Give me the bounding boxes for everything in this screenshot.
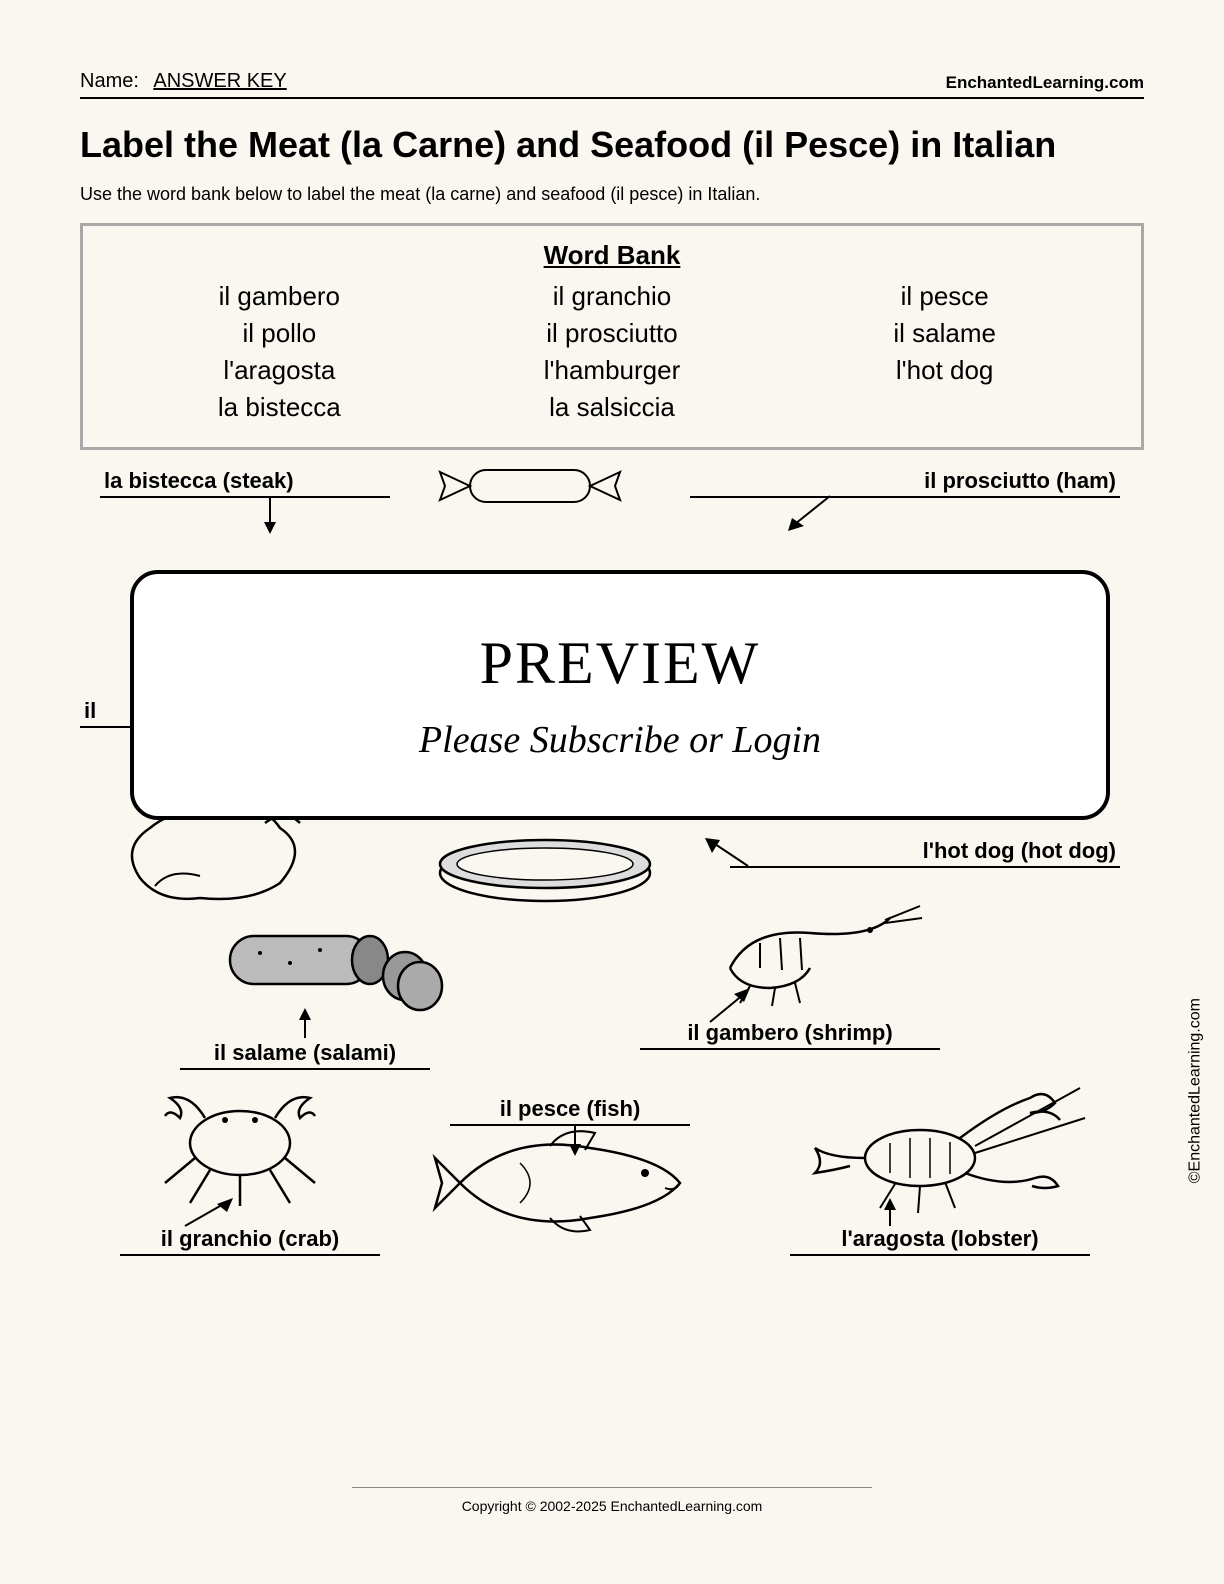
wb-item: il pollo bbox=[113, 318, 446, 349]
header-row: Name: ANSWER KEY EnchantedLearning.com bbox=[80, 70, 1144, 99]
word-bank: Word Bank il gambero il granchio il pesc… bbox=[80, 223, 1144, 450]
label-prosciutto: il prosciutto (ham) bbox=[690, 468, 1120, 498]
arrow-icon bbox=[700, 838, 760, 878]
wrapper-icon bbox=[420, 462, 640, 512]
wb-item: l'hot dog bbox=[778, 355, 1111, 386]
wb-item: il gambero bbox=[113, 281, 446, 312]
label-aragosta: l'aragosta (lobster) bbox=[790, 1226, 1090, 1256]
label-bistecca: la bistecca (steak) bbox=[100, 468, 390, 498]
wb-item: l'hamburger bbox=[446, 355, 779, 386]
label-salame: il salame (salami) bbox=[180, 1040, 430, 1070]
site-name: EnchantedLearning.com bbox=[946, 73, 1144, 93]
instructions: Use the word bank below to label the mea… bbox=[80, 184, 1144, 205]
footer-text: Copyright © 2002-2025 EnchantedLearning.… bbox=[462, 1498, 763, 1514]
page-title: Label the Meat (la Carne) and Seafood (i… bbox=[80, 121, 1144, 170]
word-bank-grid: il gambero il granchio il pesce il pollo… bbox=[113, 281, 1111, 423]
arrow-icon bbox=[560, 1124, 590, 1158]
salami-icon bbox=[210, 908, 450, 1018]
wb-item: l'aragosta bbox=[113, 355, 446, 386]
footer-divider bbox=[352, 1487, 872, 1488]
word-bank-title: Word Bank bbox=[113, 240, 1111, 271]
name-field: Name: ANSWER KEY bbox=[80, 70, 287, 93]
label-hotdog: l'hot dog (hot dog) bbox=[730, 838, 1120, 868]
arrow-icon bbox=[255, 496, 285, 536]
patty-icon bbox=[430, 828, 660, 908]
answer-key: ANSWER KEY bbox=[153, 70, 286, 92]
wb-item: il granchio bbox=[446, 281, 779, 312]
wb-item: il salame bbox=[778, 318, 1111, 349]
wb-item: il prosciutto bbox=[446, 318, 779, 349]
wb-item bbox=[778, 392, 1111, 423]
preview-title: PREVIEW bbox=[480, 629, 761, 698]
footer: Copyright © 2002-2025 EnchantedLearning.… bbox=[0, 1487, 1224, 1514]
preview-subtitle: Please Subscribe or Login bbox=[419, 718, 821, 762]
wb-item: la salsiccia bbox=[446, 392, 779, 423]
lobster-icon bbox=[800, 1058, 1100, 1228]
name-label: Name: bbox=[80, 70, 139, 92]
label-il-prefix: il bbox=[80, 698, 132, 728]
label-gambero: il gambero (shrimp) bbox=[640, 1020, 940, 1050]
label-granchio: il granchio (crab) bbox=[120, 1226, 380, 1256]
preview-overlay: PREVIEW Please Subscribe or Login bbox=[130, 570, 1110, 820]
worksheet-page: Name: ANSWER KEY EnchantedLearning.com L… bbox=[0, 0, 1224, 1584]
wb-item: il pesce bbox=[778, 281, 1111, 312]
wb-item: la bistecca bbox=[113, 392, 446, 423]
arrow-icon bbox=[780, 496, 840, 536]
copyright-vertical: ©EnchantedLearning.com bbox=[1186, 998, 1204, 1183]
arrow-icon bbox=[290, 1008, 320, 1044]
label-pesce: il pesce (fish) bbox=[450, 1096, 690, 1126]
